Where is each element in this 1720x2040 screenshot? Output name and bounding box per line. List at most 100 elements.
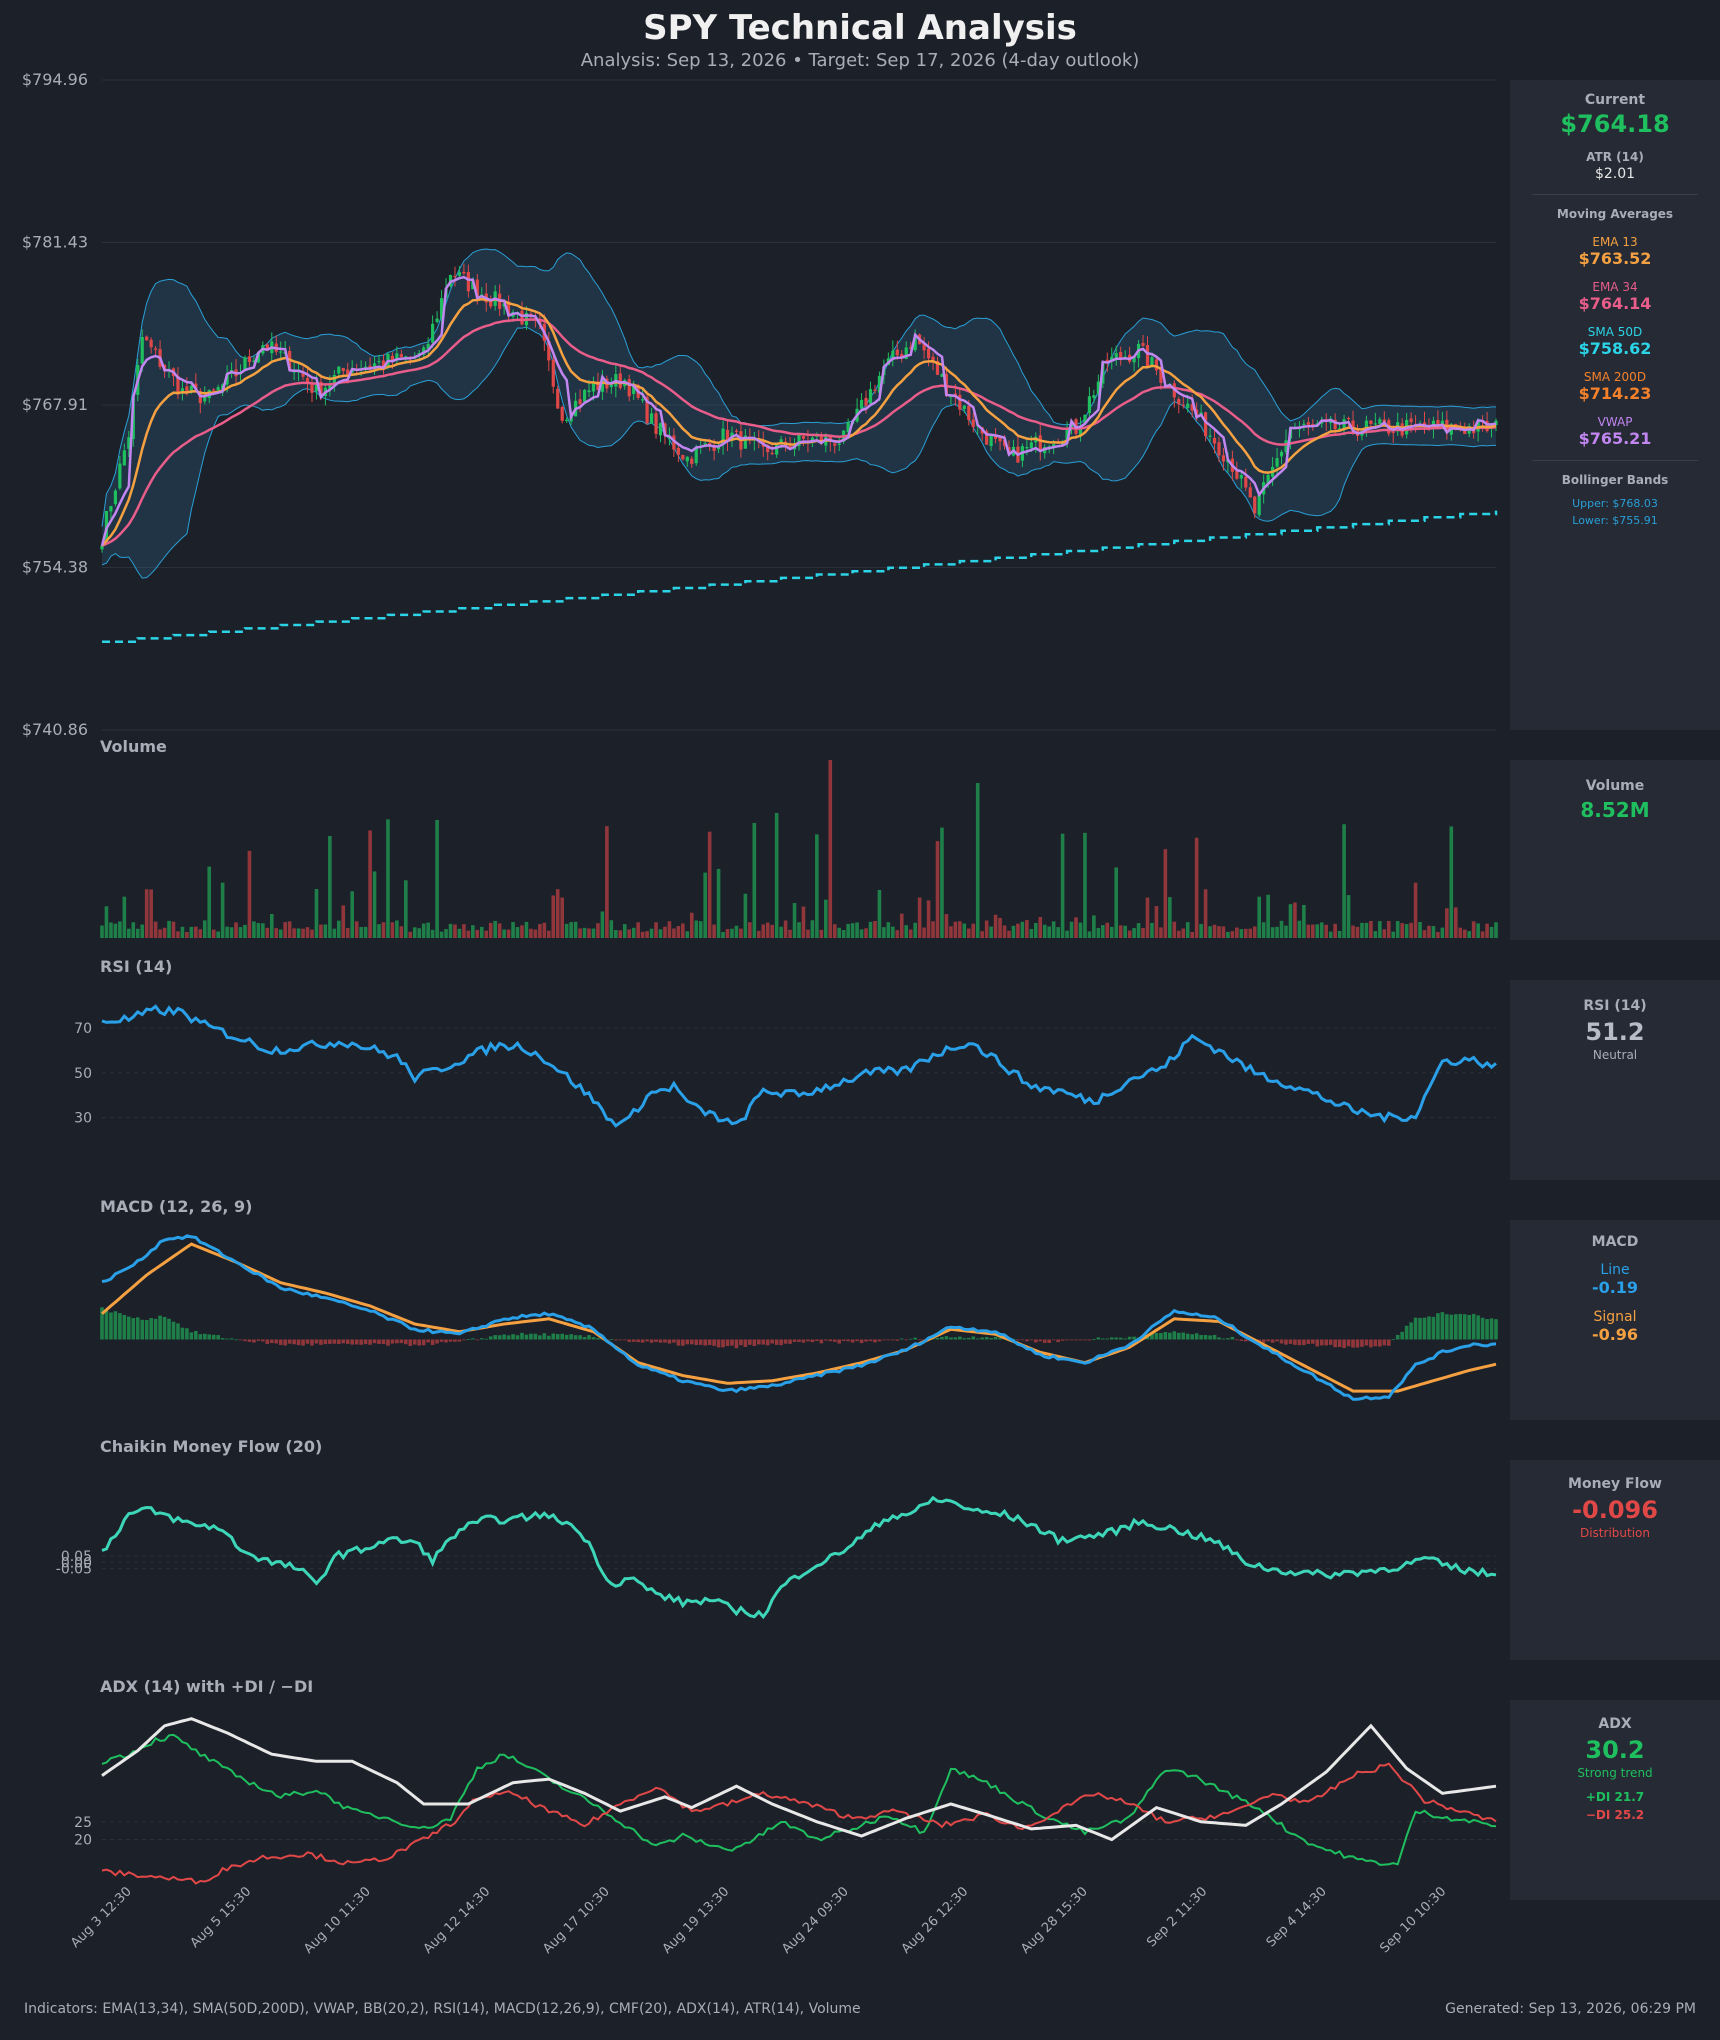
macd-hist-bar: [149, 1318, 153, 1340]
rsi-title: RSI (14): [100, 957, 172, 976]
macd-hist-bar: [1150, 1332, 1154, 1340]
volume-bar: [739, 928, 743, 938]
candle-body: [1239, 475, 1243, 479]
volume-bar: [694, 920, 699, 938]
candle-body: [368, 365, 372, 368]
macd-hist-bar: [1471, 1313, 1476, 1340]
candle-body: [641, 399, 645, 401]
macd-hist-bar: [524, 1334, 529, 1340]
macd-hist-bar: [555, 1333, 560, 1340]
bb-upper: Upper: $768.03: [1572, 497, 1658, 510]
price-tick-label: $781.43: [22, 233, 88, 252]
candle-body: [247, 356, 252, 363]
candle-body: [725, 429, 730, 442]
price-tick-label: $754.38: [22, 558, 88, 577]
macd-hist-bar: [984, 1337, 989, 1340]
volume-bar: [596, 923, 600, 938]
macd-hist-bar: [1060, 1339, 1065, 1341]
macd-signal-line: [101, 1242, 1497, 1393]
macd-hist-bar: [1239, 1339, 1244, 1341]
macd-label: MACD: [1591, 1234, 1639, 1250]
macd-hist-bar: [819, 1339, 824, 1344]
candle-body: [1248, 487, 1252, 498]
volume-bar: [1029, 928, 1034, 938]
volume-bar: [1391, 931, 1396, 938]
volume-bar: [1016, 923, 1020, 938]
volume-bar: [1096, 928, 1101, 938]
current-card: Current $764.18 ATR (14) $2.01 Moving Av…: [1510, 80, 1720, 730]
macd-hist-bar: [1395, 1334, 1400, 1340]
macd-hist-bar: [551, 1333, 556, 1340]
volume-bar: [1449, 826, 1454, 938]
macd-hist-bar: [676, 1339, 681, 1346]
macd-hist-bar: [1109, 1337, 1114, 1340]
macd-hist-bar: [1319, 1339, 1324, 1346]
macd-signal-value: -0.96: [1591, 1325, 1639, 1344]
volume-bar: [100, 925, 104, 938]
volume-bar: [1150, 922, 1154, 938]
macd-hist-bar: [363, 1339, 368, 1345]
volume-bar: [538, 924, 542, 938]
volume-bar: [716, 868, 721, 938]
macd-hist-bar: [859, 1339, 864, 1344]
volume-bar: [140, 924, 145, 938]
macd-hist-bar: [127, 1316, 131, 1340]
macd-hist-bar: [1118, 1337, 1123, 1340]
macd-hist-bar: [439, 1339, 444, 1342]
cmf-status: Distribution: [1579, 1526, 1650, 1540]
macd-hist-bar: [627, 1339, 632, 1342]
volume-bar: [944, 914, 949, 938]
macd-hist-bar: [502, 1334, 506, 1340]
volume-bar: [390, 922, 395, 938]
macd-hist-bar: [448, 1339, 453, 1342]
candle-body: [265, 344, 269, 351]
macd-hist-bar: [792, 1339, 797, 1342]
macd-hist-bar: [194, 1330, 198, 1340]
macd-hist-bar: [1172, 1331, 1177, 1340]
atr-value: $2.01: [1594, 166, 1636, 182]
macd-hist-bar: [1302, 1339, 1306, 1346]
volume-bar: [689, 912, 694, 938]
candle-body: [1409, 418, 1413, 423]
macd-hist-bar: [958, 1336, 962, 1340]
macd-hist-bar: [1311, 1339, 1315, 1344]
macd-hist-bar: [408, 1339, 413, 1347]
price-tick-label: $767.91: [22, 395, 88, 414]
macd-hist-bar: [1168, 1332, 1172, 1340]
macd-card: MACD Line -0.19 Signal -0.96: [1510, 1220, 1720, 1420]
candle-body: [609, 384, 613, 388]
macd-hist-bar: [274, 1339, 279, 1344]
volume-bar: [238, 927, 243, 938]
volume-bar: [1400, 923, 1404, 938]
volume-value: 8.52M: [1580, 798, 1650, 822]
candle-body: [435, 318, 439, 323]
candle-body: [685, 456, 689, 462]
divider: [1532, 460, 1698, 461]
macd-hist-bar: [341, 1339, 346, 1344]
macd-hist-bar: [899, 1338, 904, 1340]
volume-bar: [582, 927, 587, 938]
candle-body: [305, 377, 310, 384]
volume-bar: [980, 931, 984, 938]
macd-hist-bar: [1306, 1339, 1311, 1344]
candle-body: [676, 447, 680, 455]
macd-hist-bar: [1485, 1319, 1489, 1340]
candle-body: [904, 347, 908, 360]
macd-hist-bar: [975, 1338, 980, 1340]
volume-bar: [466, 930, 471, 938]
candle-body: [1154, 359, 1159, 371]
candle-body: [837, 443, 841, 445]
candle-body: [399, 354, 403, 358]
macd-hist-bar: [1101, 1338, 1105, 1340]
macd-hist-bar: [207, 1334, 212, 1340]
macd-hist-bar: [399, 1339, 404, 1344]
macd-hist-bar: [1056, 1339, 1060, 1343]
candle-body: [1373, 423, 1377, 425]
volume-bar: [783, 920, 788, 938]
volume-bar: [341, 905, 346, 938]
macd-hist-bar: [573, 1335, 578, 1340]
candle-body: [877, 375, 882, 393]
volume-bar: [453, 924, 457, 938]
candle-body: [301, 371, 305, 377]
